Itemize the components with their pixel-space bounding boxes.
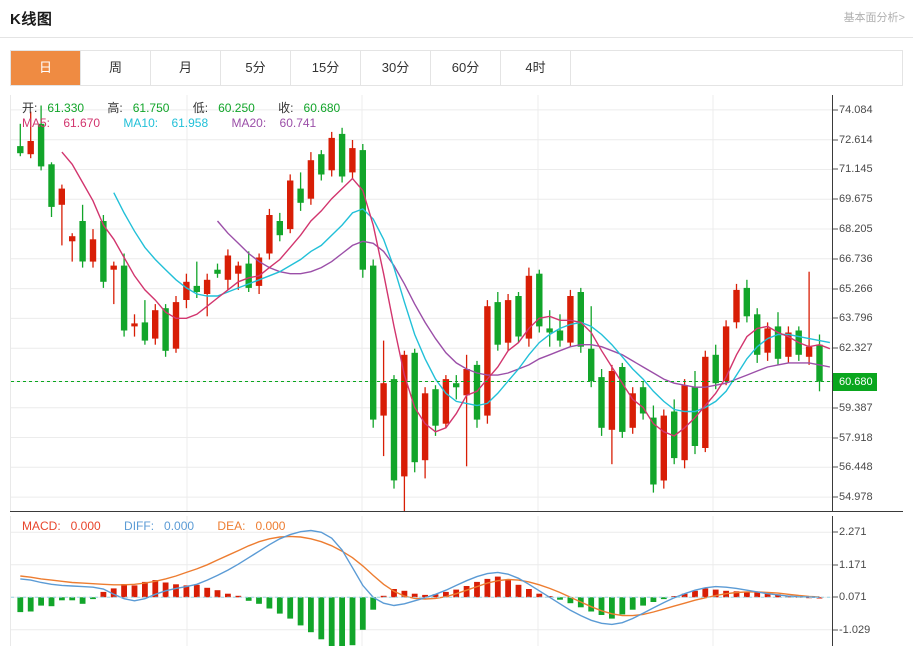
tab-7[interactable]: 4时 [501, 51, 571, 85]
axis-tick-mark [833, 496, 838, 498]
axis-tick-mark [833, 139, 838, 141]
axis-tick-mark [833, 168, 838, 170]
tab-label: 4时 [525, 60, 546, 75]
tab-3[interactable]: 5分 [221, 51, 291, 85]
macd-axis-label: -1.029 [839, 623, 871, 636]
tab-label: 30分 [381, 60, 410, 75]
axis-tick-mark [833, 596, 838, 598]
price-axis-label: 57.918 [839, 431, 873, 444]
tab-4[interactable]: 15分 [291, 51, 361, 85]
axis-tick-mark [833, 288, 838, 290]
price-axis-label: 69.675 [839, 193, 873, 206]
tab-0[interactable]: 日 [11, 51, 81, 85]
macd-axis-label: 1.171 [839, 558, 867, 571]
price-axis-label: 68.205 [839, 223, 873, 236]
tab-label: 月 [178, 60, 192, 75]
page-title: K线图 [10, 11, 53, 28]
price-axis-label: 65.266 [839, 282, 873, 295]
tab-6[interactable]: 60分 [431, 51, 501, 85]
axis-tick-mark [833, 109, 838, 111]
price-axis-label: 63.796 [839, 312, 873, 325]
fundamental-analysis-link[interactable]: 基本面分析> [843, 12, 905, 24]
tab-label: 日 [38, 60, 52, 75]
price-axis-label: 56.448 [839, 461, 873, 474]
price-chart-panel[interactable]: 开: 61.330 高: 61.750 低: 60.250 收: 60.680 MA5:… [10, 95, 903, 512]
candlestick-plot[interactable] [10, 95, 833, 511]
macd-axis-label: 2.271 [839, 526, 867, 539]
tab-label: 60分 [451, 60, 480, 75]
axis-tick-mark [833, 629, 838, 631]
price-axis-label: 59.387 [839, 401, 873, 414]
axis-tick-mark [833, 564, 838, 566]
price-axis-label: 62.327 [839, 342, 873, 355]
page-header: K线图 基本面分析> [0, 0, 913, 38]
tab-label: 15分 [311, 60, 340, 75]
tab-label: 5分 [245, 60, 266, 75]
macd-chart-panel[interactable]: MACD: 0.000 DIFF: 0.000 DEA: 0.000 2.271 1.1… [10, 516, 903, 646]
tab-label: 周 [108, 60, 122, 75]
price-axis-label: 66.736 [839, 252, 873, 265]
axis-tick-mark [833, 198, 838, 200]
tabbar-filler [571, 51, 902, 85]
tab-5[interactable]: 30分 [361, 51, 431, 85]
macd-plot[interactable] [10, 516, 833, 646]
axis-tick-mark [833, 466, 838, 468]
axis-tick-mark [833, 407, 838, 409]
axis-tick-mark [833, 317, 838, 319]
price-axis-label: 74.084 [839, 103, 873, 116]
period-tabbar: 日 周 月 5分 15分 30分 60分 4时 [10, 50, 903, 86]
macd-axis-label: 0.071 [839, 591, 867, 604]
axis-tick-mark [833, 347, 838, 349]
price-axis: 74.084 72.614 71.145 69.675 68.205 66.736 65.2… [832, 95, 903, 511]
macd-axis: 2.271 1.171 0.071 -1.029 [832, 516, 903, 646]
axis-tick-mark [833, 531, 838, 533]
price-axis-label: 72.614 [839, 133, 873, 146]
axis-tick-mark [833, 437, 838, 439]
current-price-badge: 60.680 [833, 372, 877, 391]
tab-1[interactable]: 周 [81, 51, 151, 85]
tab-2[interactable]: 月 [151, 51, 221, 85]
axis-tick-mark [833, 228, 838, 230]
price-axis-label: 71.145 [839, 163, 873, 176]
axis-tick-mark [833, 258, 838, 260]
price-axis-label: 54.978 [839, 491, 873, 504]
